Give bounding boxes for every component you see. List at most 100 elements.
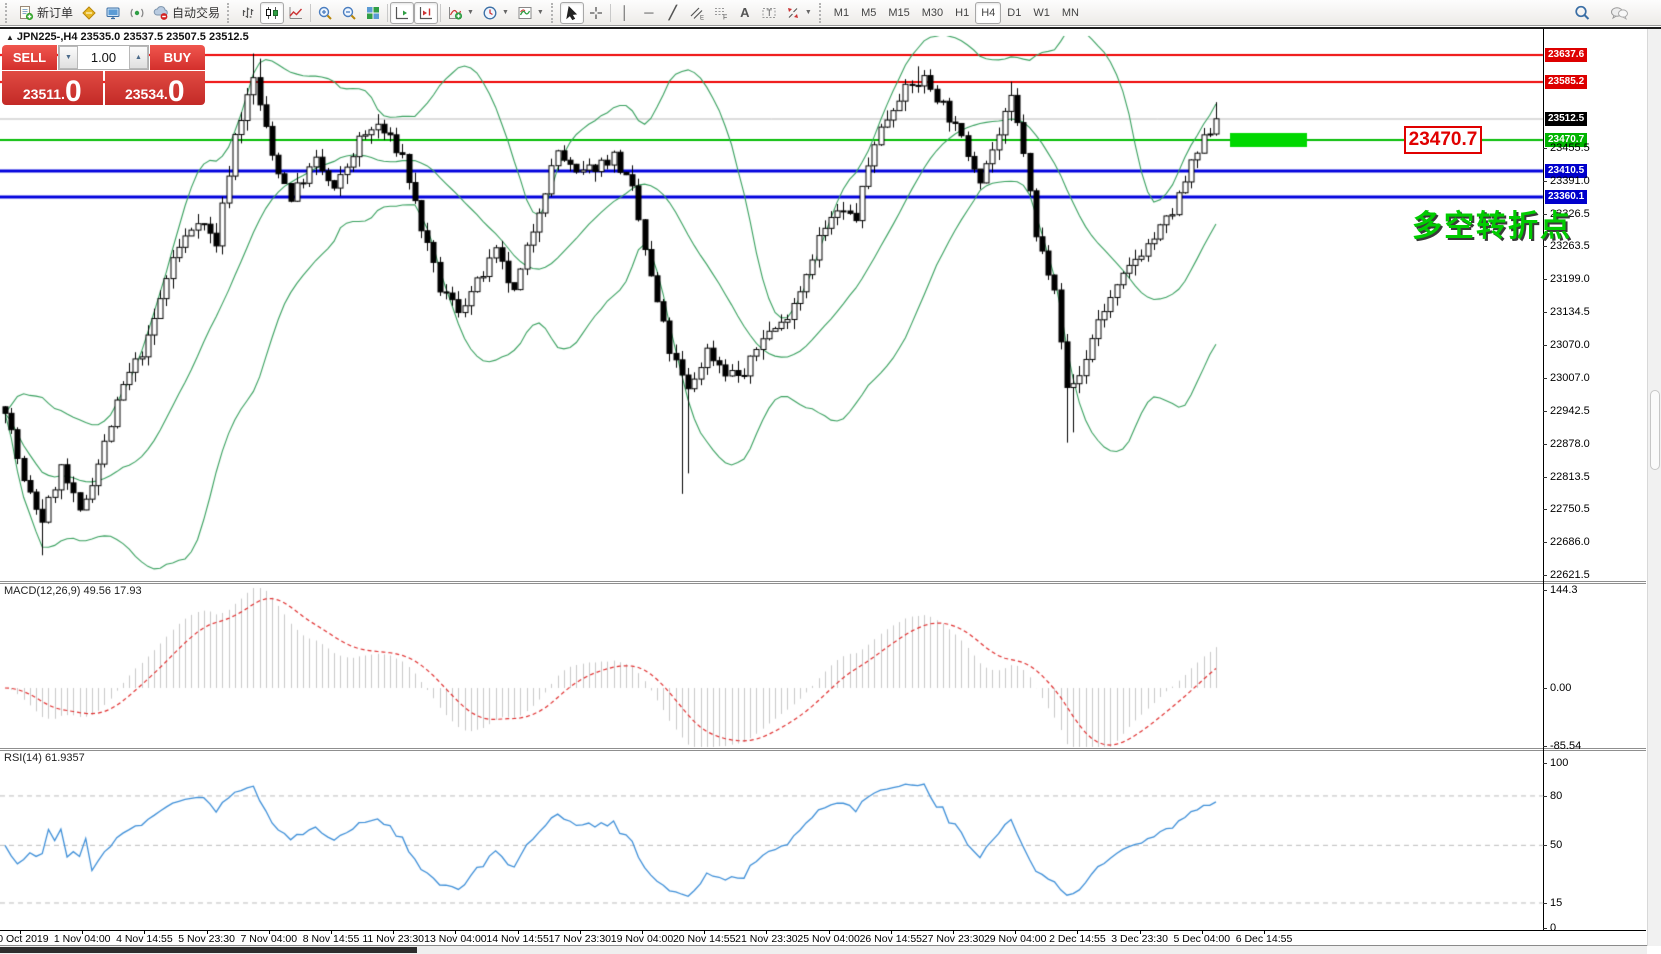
equidistant-channel-button[interactable]: E [685,2,709,24]
date-axis-label: 17 Nov 23:30 [548,933,612,945]
rsi-tick-label: 15 [1550,896,1563,909]
svg-text:F: F [723,14,727,21]
date-axis-label: 8 Nov 14:55 [302,933,360,945]
channel-icon: E [689,5,705,21]
toolbar-separator [609,3,611,22]
window-border-bottom [0,945,1647,946]
price-tick-label: 22813.5 [1550,470,1590,483]
bar-chart-button[interactable] [236,2,260,24]
periods-button[interactable]: ▼ [478,2,513,24]
sell-button[interactable]: SELL [2,45,57,70]
timeframe-m15-button[interactable]: M15 [888,6,910,19]
timeframe-w1-button[interactable]: W1 [1033,6,1050,19]
auto-trading-button[interactable]: 自动交易 [149,2,224,24]
cross-icon [588,5,604,21]
horizontal-scrollbar-thumb[interactable] [0,947,417,953]
bars-icon [240,5,256,21]
date-tick-mark [393,930,395,934]
rsi-pane-separator[interactable] [0,748,1646,751]
buy-price-dot: . [163,86,168,102]
chart-canvas[interactable] [0,29,1646,946]
clock-icon [482,5,498,21]
rsi-label: RSI(14) 61.9357 [4,752,85,764]
chat-icon [1609,5,1629,21]
line-icon [288,5,304,21]
date-axis-label: 1 Nov 04:00 [53,933,111,945]
buy-button[interactable]: BUY [150,45,205,70]
price-tick-mark [1543,410,1547,412]
date-axis-label: 4 Nov 14:55 [116,933,173,945]
volume-increase-button[interactable]: ▲ [129,46,148,69]
crosshair-button[interactable] [584,2,608,24]
time-axis-line [0,930,1646,931]
trendline-button[interactable]: ╱ [661,2,685,24]
timeframe-m1-button[interactable]: M1 [833,6,850,19]
cursor-button[interactable] [559,1,584,24]
zout-icon [341,5,357,21]
svg-text:E: E [700,15,704,21]
chat-button[interactable] [1605,2,1633,24]
text-button[interactable]: A [733,2,757,24]
toolbar-separator [310,3,312,22]
arrows-button[interactable]: ▼ [781,2,816,24]
vertical-line-button-icon: │ [620,5,629,20]
new-order-button[interactable]: 新订单 [14,2,77,24]
market-watch-icon-button[interactable] [101,2,125,24]
volume-input[interactable]: 1.00 [90,50,117,65]
search-button[interactable] [1569,2,1595,24]
timeframe-d1-button[interactable]: D1 [1007,6,1022,19]
date-tick-mark [766,930,768,934]
signals-icon-button[interactable] [125,2,149,24]
timeframe-m30-button[interactable]: M30 [921,6,944,19]
price-tag-annotation[interactable]: 23470.7 [1404,126,1482,154]
auto-trading-button-label: 自动交易 [172,6,221,20]
svg-text:T: T [766,8,772,18]
line-chart-button[interactable] [284,2,308,24]
shift-icon [418,5,434,21]
horizontal-line-button[interactable]: ─ [637,2,661,24]
buy-price-big-digit: 0 [167,74,185,108]
vertical-scrollbar-thumb[interactable] [1650,390,1660,470]
zoom-in-button[interactable] [313,2,337,24]
timeframe-m5-button[interactable]: M5 [861,6,877,19]
buy-price[interactable]: 23534. 0 [104,71,205,108]
sell-price-dot: . [61,86,65,102]
zoom-out-button[interactable] [337,2,361,24]
vertical-line-button[interactable]: │ [613,2,637,24]
rsi-tick-label: 50 [1550,839,1563,852]
templates-button[interactable]: ▼ [513,2,548,24]
price-tick-mark [1543,345,1547,347]
chart-shift-button[interactable] [414,1,439,24]
date-tick-mark [1139,930,1141,934]
date-tick-mark [953,930,954,934]
price-tick-label: 22621.5 [1550,569,1590,581]
date-axis-label: 21 Nov 23:30 [735,933,798,945]
date-axis-label: 20 Nov 14:55 [672,933,736,945]
auto-scroll-button[interactable] [390,1,415,24]
sell-price[interactable]: 23511. 0 [2,71,103,106]
fibonacci-button[interactable]: F [709,2,733,24]
date-tick-mark [517,930,519,934]
horizontal-scrollbar[interactable] [0,946,1647,954]
indicators-button[interactable]: ▼ [443,2,478,24]
price-tick-label: 23007.0 [1550,371,1590,384]
cn-annotation[interactable]: 多空转折点 [1412,210,1572,243]
text-label-button[interactable]: T [757,2,781,24]
timeframe-h1-button[interactable]: H1 [955,6,970,19]
rsi-tick-mark [1543,763,1547,764]
toolbar: 新订单 自动交易 ▼ ▼ ▼ │ ─ ╱ E F A T ▼ M1 M5 M15 M30 H1 H4 D1 W1 MN [0,0,1661,26]
gold-icon [81,5,97,21]
timeframe-h4-button[interactable]: H4 [975,1,1002,24]
volume-decrease-button[interactable]: ▼ [59,46,78,69]
macd-pane-separator[interactable] [0,581,1646,584]
tile-windows-button[interactable] [361,2,385,24]
price-tick-mark [1543,246,1547,248]
rsi-tick-mark [1543,902,1547,904]
macd-tick-label: 0.00 [1550,682,1572,694]
vertical-scrollbar[interactable] [1647,29,1661,946]
quotes-icon-button[interactable] [77,2,101,24]
candlestick-chart-button[interactable] [260,1,285,24]
arrows-icon [785,5,801,21]
date-tick-mark [82,930,84,934]
timeframe-mn-button[interactable]: MN [1061,6,1079,19]
